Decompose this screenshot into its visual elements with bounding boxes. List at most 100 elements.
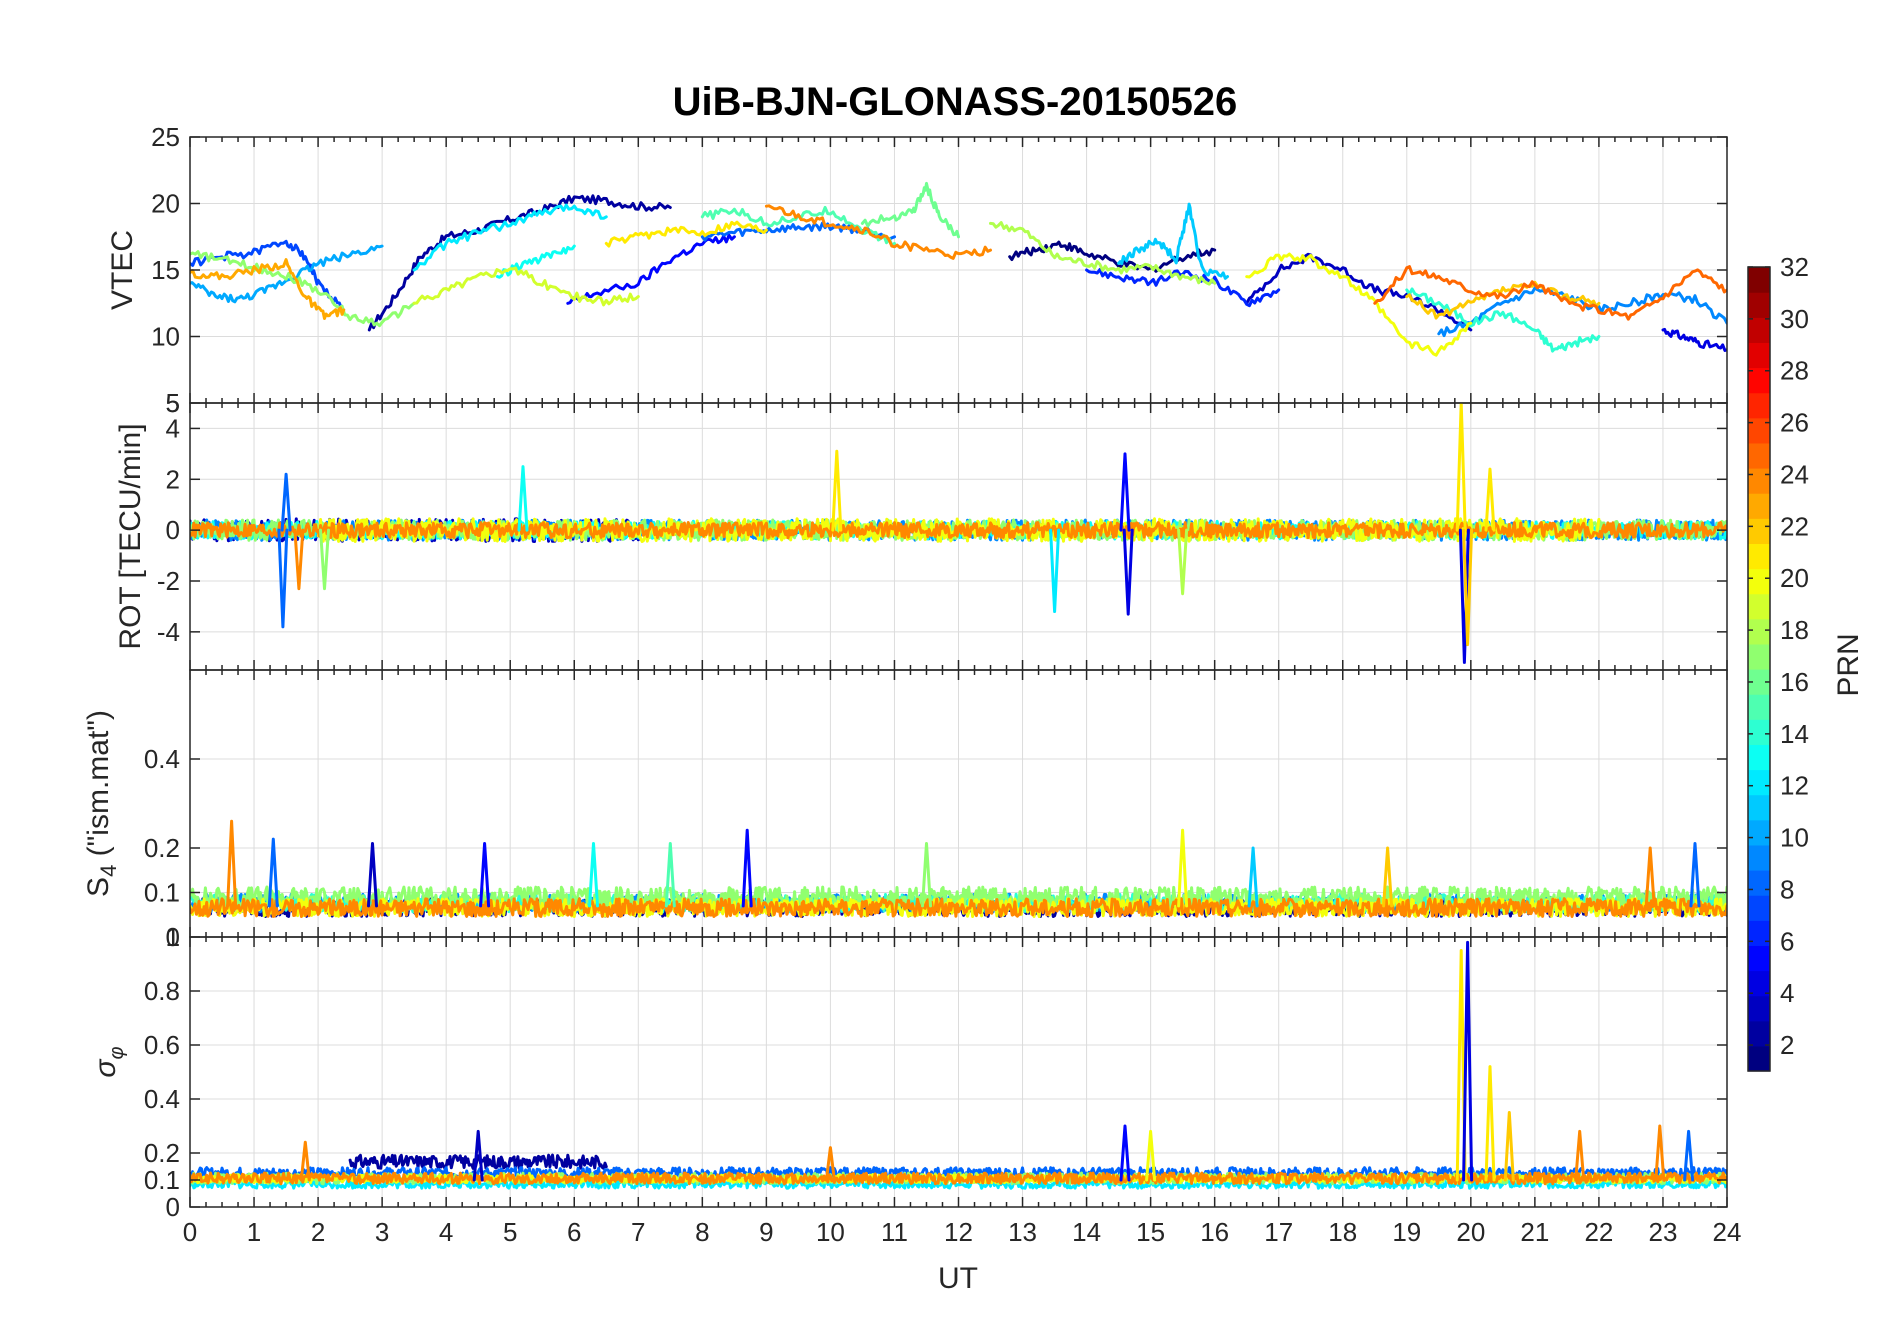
spike-prn-5	[1119, 1124, 1131, 1182]
x-tick-label: 17	[1264, 1217, 1293, 1247]
spike-prn-24	[226, 819, 238, 908]
spike-prn-5	[479, 842, 491, 908]
noise-prn-24	[190, 897, 1727, 918]
spike-prn-8	[267, 837, 279, 908]
colorbar-tick-label: 14	[1780, 719, 1809, 749]
series-prn-21	[604, 220, 768, 248]
spike-prn-5	[1119, 452, 1131, 532]
x-tick-label: 0	[183, 1217, 197, 1247]
y-tick-label: 10	[151, 322, 180, 352]
colorbar-swatch	[1748, 317, 1770, 343]
colorbar-swatch	[1748, 568, 1770, 595]
spike-prn-24	[824, 1146, 836, 1182]
colorbar-tick-label: 8	[1780, 874, 1794, 904]
plot-area	[190, 403, 1727, 664]
x-axis-label: UT	[938, 1262, 978, 1295]
spike-prn-11	[1247, 846, 1259, 908]
colorbar-swatch	[1748, 417, 1770, 444]
colorbar-tick-label: 22	[1780, 511, 1809, 541]
spike-prn-20	[1145, 1129, 1157, 1182]
spike-prn-21	[831, 449, 843, 532]
x-tick-label: 16	[1200, 1217, 1229, 1247]
y-tick-label: 20	[151, 189, 180, 219]
y-tick-label: 0.2	[144, 1138, 180, 1168]
colorbar-tick-label: 18	[1780, 615, 1809, 645]
series-prn-17	[190, 250, 416, 328]
spike-prn-21	[1484, 467, 1496, 532]
series-prn-2	[367, 194, 672, 332]
spike-prn-24	[1644, 846, 1656, 908]
y-tick-label: -2	[157, 566, 180, 596]
x-tick-label: 2	[311, 1217, 325, 1247]
chart-title: UiB-BJN-GLONASS-20150526	[673, 80, 1238, 124]
vtec-panel: 5 10 15 20 25 VTEC	[106, 122, 1728, 418]
y-tick-label: 0	[166, 1192, 180, 1222]
colorbar-swatch	[1748, 618, 1770, 645]
y-tick-label: 2	[166, 464, 180, 494]
colorbar-swatch	[1748, 1045, 1770, 1072]
colorbar-tick-label: 28	[1780, 356, 1809, 386]
y-tick-label: 0	[166, 515, 180, 545]
colorbar-swatch	[1748, 669, 1770, 695]
y-tick-label: 4	[166, 413, 180, 443]
x-tick-label: 10	[816, 1217, 845, 1247]
series-prn-5	[566, 233, 736, 305]
series-prn-13	[495, 244, 576, 279]
colorbar-tick-label: 20	[1780, 563, 1809, 593]
y-tick-label: 0.1	[144, 1165, 180, 1195]
colorbar-swatch	[1748, 920, 1770, 946]
colorbar-tick-label: 26	[1780, 408, 1809, 438]
series-prn-16	[860, 181, 960, 239]
spike-prn-22	[1382, 846, 1394, 908]
spike-prn-24	[299, 1140, 311, 1182]
colorbar-tick-label: 4	[1780, 978, 1794, 1008]
x-tick-label: 4	[439, 1217, 453, 1247]
colorbar-swatch	[1748, 392, 1770, 419]
series-prn-22	[1405, 280, 1601, 320]
colorbar-swatch	[1748, 442, 1770, 469]
x-tick-label: 9	[759, 1217, 773, 1247]
colorbar-swatch	[1748, 769, 1770, 796]
spike-prn-8	[280, 472, 292, 532]
y-tick-label: 5	[166, 388, 180, 418]
spike-prn-3	[472, 1129, 484, 1182]
colorbar-swatch	[1748, 870, 1770, 896]
series-prn-24	[764, 204, 992, 260]
y-tick-label: 0.4	[144, 744, 180, 774]
x-tick-label: 11	[881, 1217, 908, 1247]
spike-prn-4	[1462, 940, 1474, 1182]
y-tick-label: 0.1	[144, 878, 180, 908]
spike-prn-24	[1574, 1129, 1586, 1182]
colorbar-swatch	[1748, 643, 1770, 670]
series-prn-9	[1437, 286, 1727, 338]
spike-prn-8	[1683, 1129, 1695, 1182]
x-tick-label: 23	[1648, 1217, 1677, 1247]
series-prn-4	[1661, 327, 1727, 352]
spike-prn-12	[1049, 528, 1061, 613]
colorbar-swatch	[1748, 267, 1770, 293]
colorbar-swatch	[1748, 292, 1770, 318]
y-axis-label: σφ	[89, 1046, 128, 1077]
colorbar-swatch	[1748, 945, 1770, 972]
colorbar-swatch	[1748, 367, 1770, 394]
spike-prn-24	[293, 528, 305, 591]
x-tick-label: 15	[1136, 1217, 1165, 1247]
y-axis-label: ROT [TECU/min]	[114, 423, 147, 649]
y-tick-label: 0	[166, 922, 180, 952]
noise-prn-2	[348, 1153, 608, 1170]
plot-area	[190, 940, 1727, 1190]
y-axis-label: S4 ("ism.mat")	[82, 710, 121, 897]
spike-prn-5	[741, 828, 753, 908]
y-tick-label: 1	[166, 922, 180, 952]
x-tick-label: 21	[1520, 1217, 1549, 1247]
spike-prn-22	[1503, 1111, 1515, 1182]
spike-prn-21	[1484, 1065, 1496, 1182]
spike-prn-4	[1122, 528, 1134, 616]
spike-prn-3	[367, 842, 378, 908]
spike-prn-18	[1177, 528, 1189, 596]
y-tick-label: 1	[166, 922, 180, 952]
colorbar-swatch	[1748, 819, 1770, 846]
colorbar-swatch	[1748, 844, 1770, 871]
